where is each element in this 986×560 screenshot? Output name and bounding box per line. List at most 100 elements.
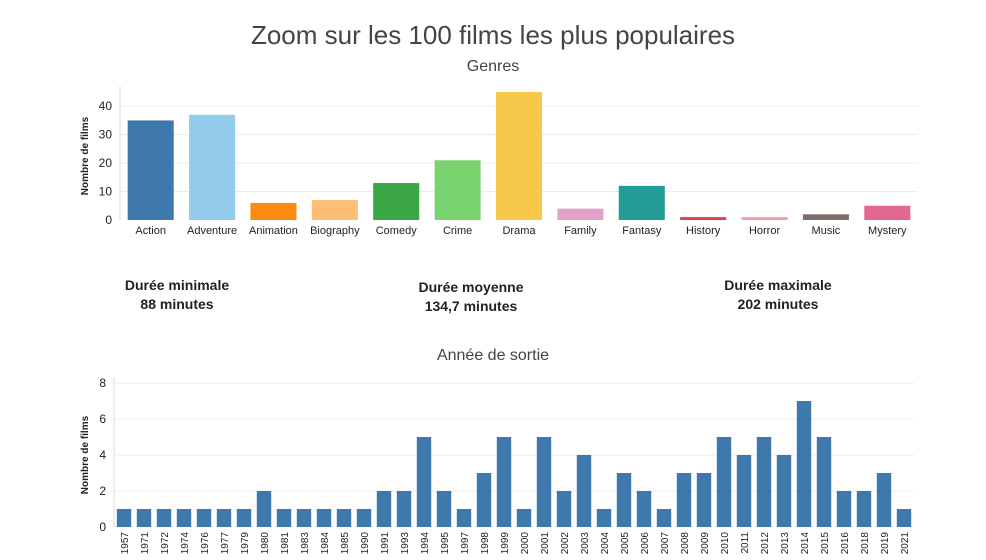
genre-y-axis-label: Nombre de films bbox=[80, 116, 91, 195]
year-x-tick-label: 1991 bbox=[380, 532, 391, 555]
genres-bar-chart: 0 10 20 30 40 Nombre de films Action Adventure A… bbox=[80, 86, 918, 237]
genre-bar bbox=[741, 217, 788, 220]
genre-x-tick-label: Biography bbox=[310, 225, 360, 237]
year-y-tick-label: 0 bbox=[99, 520, 106, 534]
avg-duration-label: Durée moyenne bbox=[418, 279, 524, 295]
year-y-axis-label: Nombre de films bbox=[80, 415, 91, 494]
year-x-tick-label: 2009 bbox=[700, 532, 711, 555]
genre-y-tick-label: 30 bbox=[99, 128, 113, 142]
year-x-tick-label: 1995 bbox=[440, 532, 451, 555]
max-duration-label: Durée maximale bbox=[724, 277, 832, 293]
genre-bar bbox=[311, 200, 358, 220]
year-x-tick-label: 2001 bbox=[540, 532, 551, 555]
year-bar bbox=[856, 491, 872, 527]
year-bar bbox=[396, 491, 412, 527]
year-bar bbox=[796, 401, 812, 527]
genres-chart-title: Genres bbox=[466, 58, 520, 75]
year-bar bbox=[556, 491, 572, 527]
year-x-tick-label: 2008 bbox=[680, 532, 691, 555]
year-bar bbox=[596, 509, 612, 527]
year-bar bbox=[336, 509, 352, 527]
genre-x-tick-label: History bbox=[686, 225, 721, 237]
year-x-tick-label: 2013 bbox=[780, 532, 791, 555]
year-x-tick-label: 2021 bbox=[900, 532, 911, 555]
year-x-tick-label: 1977 bbox=[220, 532, 231, 555]
year-bar bbox=[536, 437, 552, 527]
year-bar bbox=[216, 509, 232, 527]
year-x-tick-label: 2005 bbox=[620, 532, 631, 555]
year-x-tick-label: 1984 bbox=[320, 532, 331, 555]
year-bar bbox=[696, 473, 712, 527]
year-y-tick-label: 6 bbox=[99, 412, 106, 426]
max-duration-stat: Durée maximale 202 minutes bbox=[678, 276, 878, 314]
genre-y-tick-label: 20 bbox=[99, 156, 113, 170]
year-bar bbox=[656, 509, 672, 527]
year-x-tick-label: 1985 bbox=[340, 532, 351, 555]
year-bar bbox=[136, 509, 152, 527]
year-x-tick-label: 2011 bbox=[740, 532, 751, 554]
year-x-tick-label: 1979 bbox=[240, 532, 251, 555]
genre-bar bbox=[495, 92, 543, 220]
year-x-tick-label: 1980 bbox=[260, 532, 271, 555]
year-x-tick-label: 2012 bbox=[760, 532, 771, 555]
genre-x-tick-label: Comedy bbox=[376, 225, 417, 237]
year-bar bbox=[676, 473, 692, 527]
year-bar bbox=[736, 455, 752, 527]
year-x-tick-label: 2014 bbox=[800, 532, 811, 555]
year-bar bbox=[116, 509, 132, 527]
year-x-tick-label: 1999 bbox=[500, 532, 511, 555]
year-x-tick-label: 2018 bbox=[860, 532, 871, 555]
year-bar bbox=[236, 509, 252, 527]
year-bar bbox=[496, 437, 512, 527]
year-x-tick-label: 1993 bbox=[400, 532, 411, 555]
genre-x-tick-label: Animation bbox=[249, 225, 298, 237]
genre-bar bbox=[680, 217, 727, 220]
year-bar bbox=[156, 509, 172, 527]
genre-y-tick-label: 0 bbox=[105, 213, 112, 227]
year-y-tick-label: 4 bbox=[99, 448, 106, 462]
genre-x-tick-label: Mystery bbox=[868, 225, 907, 237]
avg-duration-stat: Durée moyenne 134,7 minutes bbox=[371, 278, 571, 316]
genre-x-tick-label: Fantasy bbox=[622, 225, 662, 237]
year-x-tick-label: 1981 bbox=[280, 532, 291, 555]
year-x-tick-label: 2003 bbox=[580, 532, 591, 555]
year-bar bbox=[776, 455, 792, 527]
year-bar bbox=[636, 491, 652, 527]
genre-bar bbox=[434, 160, 481, 220]
year-bar bbox=[576, 455, 592, 527]
genre-bar bbox=[802, 214, 849, 220]
year-x-tick-label: 1974 bbox=[180, 532, 191, 555]
year-x-tick-label: 1976 bbox=[200, 532, 211, 555]
genre-bar bbox=[189, 114, 236, 220]
genre-bar bbox=[864, 205, 911, 220]
year-bar bbox=[756, 437, 772, 527]
year-x-tick-label: 2010 bbox=[720, 532, 731, 555]
genre-x-tick-label: Drama bbox=[502, 225, 536, 237]
min-duration-stat: Durée minimale 88 minutes bbox=[77, 276, 277, 314]
year-bar bbox=[436, 491, 452, 527]
page-title: Zoom sur les 100 films les plus populair… bbox=[250, 20, 736, 50]
genre-bar bbox=[127, 120, 174, 220]
genre-bar bbox=[373, 183, 420, 220]
year-bar bbox=[296, 509, 312, 527]
year-bar bbox=[356, 509, 372, 527]
genre-x-tick-label: Horror bbox=[749, 225, 781, 237]
year-bar-chart: 0 2 4 6 8 Nombre de films 1957 1971 1972 1974 1976… bbox=[80, 376, 914, 555]
genre-y-tick-label: 40 bbox=[99, 99, 113, 113]
year-x-tick-label: 1998 bbox=[480, 532, 491, 555]
year-x-tick-label: 1957 bbox=[120, 532, 131, 555]
year-x-tick-label: 2002 bbox=[560, 532, 571, 555]
year-bar bbox=[616, 473, 632, 527]
year-bar bbox=[836, 491, 852, 527]
genre-bar bbox=[250, 202, 297, 220]
year-x-tick-label: 2015 bbox=[820, 532, 831, 555]
year-bar bbox=[716, 437, 732, 527]
year-x-tick-label: 1994 bbox=[420, 532, 431, 555]
genre-x-tick-label: Adventure bbox=[187, 225, 237, 237]
min-duration-value: 88 minutes bbox=[140, 296, 214, 312]
year-bar bbox=[196, 509, 212, 527]
year-chart-title: Année de sortie bbox=[436, 347, 550, 364]
year-x-tick-label: 1971 bbox=[140, 532, 151, 555]
year-bar bbox=[476, 473, 492, 527]
year-bar bbox=[876, 473, 892, 527]
